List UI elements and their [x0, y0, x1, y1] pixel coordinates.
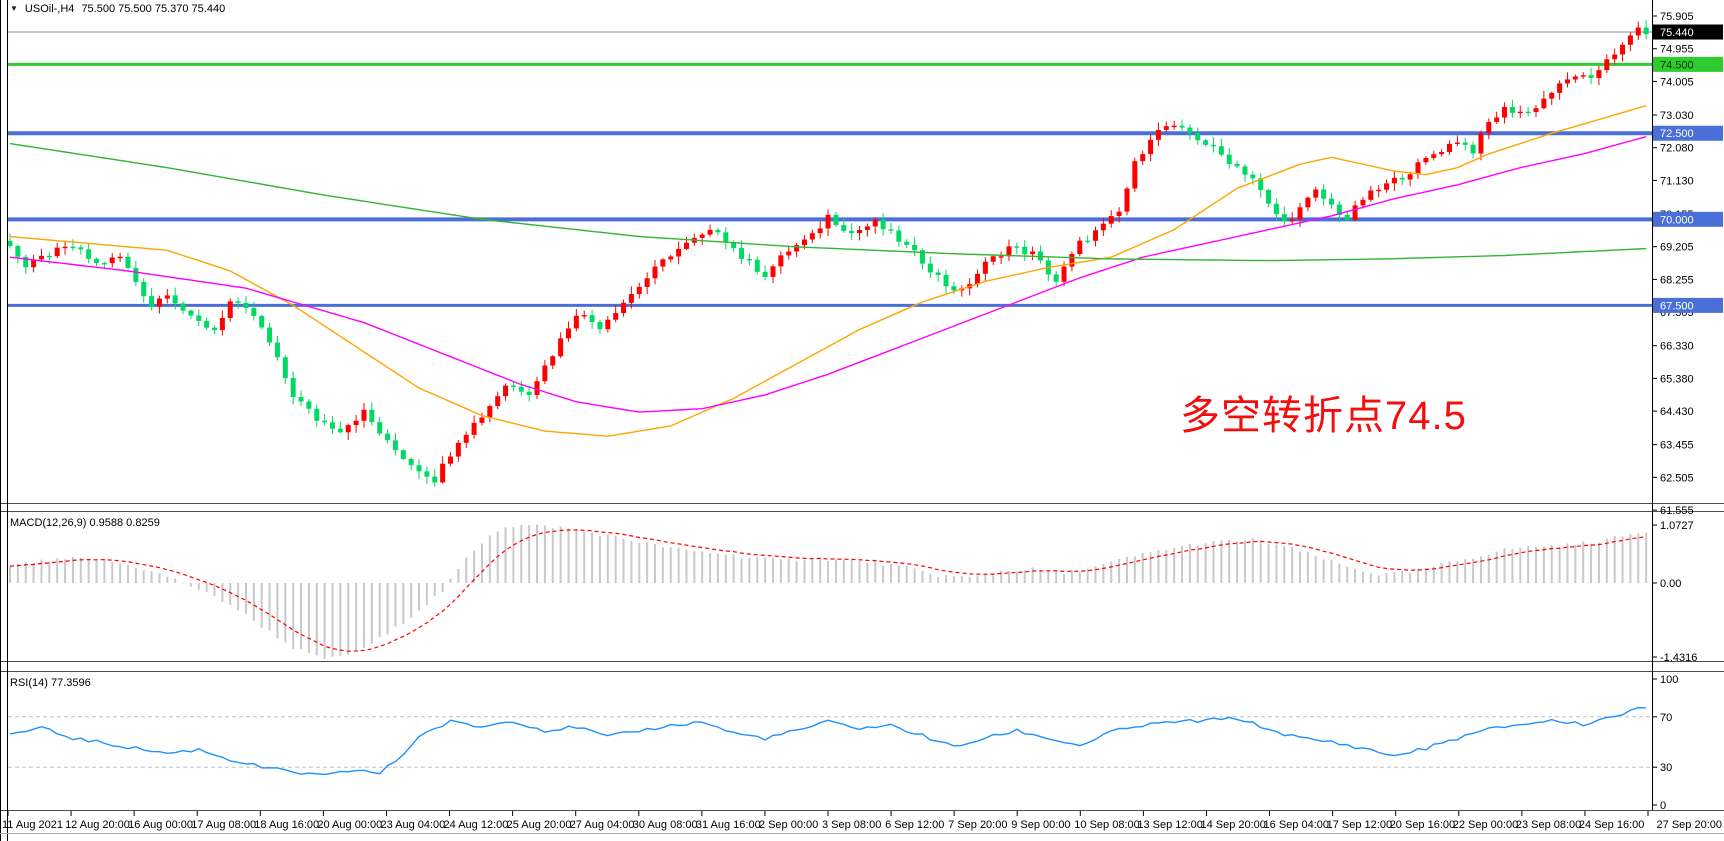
svg-text:65.380: 65.380: [1660, 373, 1694, 385]
svg-text:3 Sep 08:00: 3 Sep 08:00: [822, 819, 881, 831]
svg-text:30 Aug 08:00: 30 Aug 08:00: [633, 819, 698, 831]
svg-text:22 Sep 00:00: 22 Sep 00:00: [1453, 819, 1518, 831]
svg-text:2 Sep 00:00: 2 Sep 00:00: [759, 819, 818, 831]
svg-text:25 Aug 20:00: 25 Aug 20:00: [507, 819, 572, 831]
svg-text:64.430: 64.430: [1660, 406, 1694, 418]
svg-text:72.080: 72.080: [1660, 143, 1694, 155]
svg-text:12 Aug 20:00: 12 Aug 20:00: [65, 819, 130, 831]
svg-text:70.000: 70.000: [1660, 214, 1694, 226]
svg-text:17 Sep 12:00: 17 Sep 12:00: [1327, 819, 1392, 831]
svg-text:7 Sep 20:00: 7 Sep 20:00: [948, 819, 1007, 831]
macd-signal-line: [9, 529, 1647, 652]
svg-text:71.130: 71.130: [1660, 175, 1694, 187]
price-badge-72.500: [1653, 125, 1723, 141]
svg-text:20 Aug 00:00: 20 Aug 00:00: [317, 819, 382, 831]
rsi-level-lines: [8, 716, 1652, 768]
svg-text:6 Sep 12:00: 6 Sep 12:00: [885, 819, 944, 831]
svg-text:74.005: 74.005: [1660, 76, 1694, 88]
chart-annotation-text[interactable]: 多空转折点74.5: [1180, 394, 1467, 438]
svg-text:18 Aug 16:00: 18 Aug 16:00: [254, 819, 319, 831]
svg-text:73.030: 73.030: [1660, 110, 1694, 122]
macd-indicator-label: MACD(12,26,9) 0.9588 0.8259: [10, 517, 160, 529]
rsi-indicator-label: RSI(14) 77.3596: [10, 677, 91, 689]
svg-text:75.440: 75.440: [1660, 27, 1694, 39]
svg-text:31 Aug 16:00: 31 Aug 16:00: [696, 819, 761, 831]
svg-text:10 Sep 08:00: 10 Sep 08:00: [1074, 819, 1139, 831]
moving-averages-layer: [9, 105, 1647, 437]
price-badge-70.000: [1653, 211, 1723, 227]
svg-text:1.0727: 1.0727: [1660, 520, 1694, 532]
svg-text:23 Aug 04:00: 23 Aug 04:00: [380, 819, 445, 831]
svg-text:75.905: 75.905: [1660, 11, 1694, 23]
price-badge-74.500: [1653, 56, 1723, 72]
svg-text:69.205: 69.205: [1660, 242, 1694, 254]
price-badge-67.500: [1653, 297, 1723, 313]
svg-text:0: 0: [1660, 800, 1666, 812]
svg-text:27 Aug 04:00: 27 Aug 04:00: [570, 819, 635, 831]
svg-text:72.500: 72.500: [1660, 128, 1694, 140]
svg-text:11 Aug 2021: 11 Aug 2021: [2, 819, 63, 831]
svg-text:62.505: 62.505: [1660, 472, 1694, 484]
svg-text:23 Sep 08:00: 23 Sep 08:00: [1516, 819, 1581, 831]
key-level-lines: [8, 62, 1652, 307]
ma-fast-orange: [9, 105, 1647, 437]
svg-text:-1.4316: -1.4316: [1660, 652, 1697, 664]
svg-text:24 Aug 12:00: 24 Aug 12:00: [444, 819, 509, 831]
svg-text:9 Sep 00:00: 9 Sep 00:00: [1011, 819, 1070, 831]
svg-text:68.255: 68.255: [1660, 274, 1694, 286]
svg-text:74.955: 74.955: [1660, 44, 1694, 56]
svg-text:100: 100: [1660, 674, 1678, 686]
chart-menu-dropdown-icon[interactable]: ▼: [10, 3, 18, 13]
svg-text:0.00: 0.00: [1660, 578, 1681, 590]
svg-text:61.555: 61.555: [1660, 505, 1694, 517]
svg-text:24 Sep 16:00: 24 Sep 16:00: [1579, 819, 1644, 831]
svg-text:17 Aug 08:00: 17 Aug 08:00: [191, 819, 256, 831]
svg-text:16 Sep 04:00: 16 Sep 04:00: [1264, 819, 1329, 831]
svg-text:30: 30: [1660, 762, 1672, 774]
candles-layer: [7, 20, 1649, 487]
chart-title-bar: ▼ USOil-,H4 75.500 75.500 75.370 75.440: [10, 2, 225, 15]
rsi-line: [9, 706, 1647, 776]
svg-text:66.330: 66.330: [1660, 341, 1694, 353]
ma-mid-magenta: [9, 136, 1647, 413]
svg-text:13 Sep 12:00: 13 Sep 12:00: [1137, 819, 1202, 831]
indicator-axis: 1.0727 0.00 -1.4316 100 70 30 0: [1652, 520, 1697, 812]
svg-text:14 Sep 20:00: 14 Sep 20:00: [1200, 819, 1265, 831]
symbol-period-label: USOil-,H4: [24, 2, 75, 15]
price-badge-75.440: [1653, 24, 1723, 40]
svg-text:20 Sep 16:00: 20 Sep 16:00: [1390, 819, 1455, 831]
svg-text:63.455: 63.455: [1660, 440, 1694, 452]
svg-text:27 Sep 20:00: 27 Sep 20:00: [1657, 819, 1722, 831]
price-axis[interactable]: 75.90574.95574.00573.03072.08071.13070.1…: [1652, 11, 1723, 517]
svg-text:67.500: 67.500: [1660, 300, 1694, 312]
svg-text:70: 70: [1660, 712, 1672, 724]
ma-slow-green: [9, 142, 1647, 262]
ohlc-quote-label: 75.500 75.500 75.370 75.440: [81, 2, 226, 15]
svg-text:16 Aug 00:00: 16 Aug 00:00: [128, 819, 193, 831]
macd-histogram: [9, 524, 1648, 659]
svg-text:74.500: 74.500: [1660, 59, 1694, 71]
